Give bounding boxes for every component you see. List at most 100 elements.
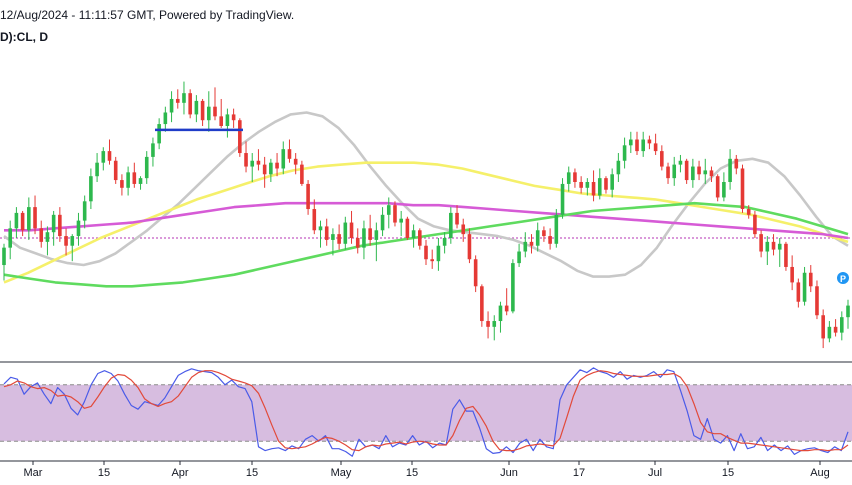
candle: [691, 158, 695, 188]
candle: [262, 156, 267, 188]
candle-body: [219, 116, 224, 126]
candle-body: [45, 232, 50, 242]
candle: [678, 154, 683, 173]
candle: [560, 178, 565, 219]
candle: [591, 170, 596, 202]
candle: [827, 321, 832, 343]
candle: [405, 216, 410, 240]
candle-body: [765, 241, 770, 252]
candle-body: [473, 259, 478, 287]
candle: [82, 195, 87, 229]
candle-body: [213, 106, 217, 117]
marker-circle: [837, 272, 849, 284]
candle: [424, 239, 428, 266]
candle-body: [225, 114, 230, 126]
candle: [238, 118, 242, 157]
candle-body: [517, 251, 521, 264]
candle: [821, 309, 825, 349]
candle: [219, 98, 224, 128]
candle: [138, 176, 143, 190]
candle-body: [461, 224, 466, 235]
candle-body: [399, 218, 403, 223]
candle-body: [120, 180, 124, 188]
candle: [51, 210, 56, 246]
candle: [293, 153, 298, 175]
time-axis-label: Jul: [648, 467, 662, 479]
candle-body: [113, 160, 118, 181]
candle: [368, 214, 372, 246]
candle-body: [2, 247, 6, 266]
candle-body: [846, 305, 850, 318]
candle: [331, 228, 335, 256]
candle-body: [535, 230, 540, 246]
candle-body: [231, 114, 236, 121]
candle-body: [821, 315, 825, 339]
candle: [256, 149, 261, 171]
candle: [101, 147, 106, 171]
time-axis-label: 15: [98, 467, 110, 479]
candle-body: [715, 176, 720, 198]
candle-body: [554, 214, 559, 244]
candle-body: [39, 228, 44, 242]
candle: [504, 288, 509, 316]
candle: [734, 154, 739, 175]
candle-body: [95, 162, 99, 177]
candle-body: [417, 230, 422, 246]
moving-average-gray-line: [3, 111, 849, 278]
candle: [492, 315, 497, 341]
candle-body: [293, 158, 298, 165]
candle-body: [771, 241, 776, 250]
candle: [777, 238, 782, 267]
candle: [672, 156, 677, 186]
candle: [517, 243, 521, 267]
candle-body: [151, 143, 155, 157]
candle-body: [58, 214, 62, 237]
candle-body: [722, 182, 726, 198]
candle: [449, 207, 453, 244]
candle: [616, 153, 621, 182]
candle: [126, 166, 130, 196]
candle-body: [287, 149, 292, 159]
candle: [386, 197, 391, 229]
candle-body: [256, 160, 261, 165]
candle-body: [300, 164, 304, 184]
candle: [231, 108, 236, 128]
candle: [486, 311, 490, 339]
candle: [839, 311, 844, 341]
candle-body: [560, 183, 565, 215]
candle-body: [492, 321, 497, 327]
candle-body: [839, 317, 844, 333]
candle-body: [579, 182, 583, 188]
time-axis-label: Jun: [500, 467, 518, 479]
candle-body: [610, 174, 614, 190]
candle-body: [504, 305, 509, 312]
candle: [70, 234, 75, 262]
candle-body: [318, 226, 323, 231]
candle: [585, 178, 590, 196]
candle-body: [27, 207, 31, 231]
candle-body: [827, 326, 832, 339]
candle-body: [33, 207, 37, 229]
candle-body: [157, 124, 161, 144]
candle: [343, 216, 348, 250]
candle-body: [51, 214, 56, 233]
candle: [722, 172, 726, 202]
candle: [281, 141, 286, 175]
time-axis-label: 15: [722, 467, 734, 479]
candle: [411, 224, 416, 248]
candle: [641, 131, 646, 157]
candle-body: [616, 160, 621, 175]
candle: [318, 220, 323, 248]
candle: [380, 207, 385, 237]
candle-body: [331, 234, 335, 240]
candle: [740, 164, 745, 213]
time-axis-label: 17: [573, 467, 585, 479]
candle-body: [660, 151, 664, 167]
candle-body: [455, 212, 459, 225]
candle-body: [486, 321, 490, 327]
candle: [200, 98, 205, 126]
candle-body: [200, 100, 205, 121]
candle: [182, 81, 186, 115]
candle-body: [386, 205, 391, 215]
